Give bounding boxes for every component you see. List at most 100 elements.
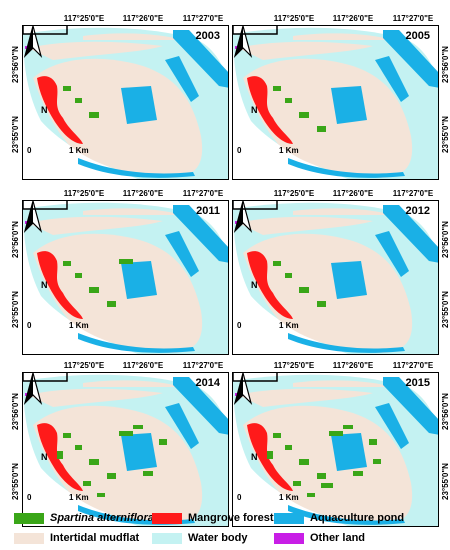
- spartina-patch: [107, 473, 116, 479]
- aquaculture-pond: [331, 433, 367, 471]
- spartina-patch: [75, 445, 82, 450]
- legend-label: Other land: [310, 532, 366, 544]
- spartina-patch: [57, 451, 63, 459]
- spartina-patch: [285, 273, 292, 278]
- legend-item: Other land: [274, 531, 365, 545]
- intertidal-mudflat: [243, 58, 413, 178]
- longitude-label: 117°27'0"E: [182, 361, 224, 370]
- mudflat-strip: [83, 380, 183, 387]
- intertidal-mudflat: [33, 58, 203, 178]
- map-svg: [23, 201, 228, 354]
- map-svg: [233, 26, 438, 179]
- mudflat-north: [238, 388, 373, 407]
- aquaculture-east: [165, 56, 199, 102]
- spartina-patch: [89, 112, 99, 118]
- legend-item: Aquaculture pond: [274, 511, 404, 525]
- longitude-label: 117°25'0"E: [273, 14, 315, 23]
- map-frame: 2014 N 0 1 Km: [22, 372, 229, 527]
- scale-zero: 0: [237, 493, 242, 502]
- scale-km: 1 Km: [69, 321, 89, 330]
- longitude-label: 117°25'0"E: [63, 361, 105, 370]
- legend-swatch: [152, 512, 182, 524]
- latitude-label: 23°55'0"N: [11, 463, 20, 500]
- spartina-patch: [107, 301, 116, 307]
- longitude-label: 117°25'0"E: [63, 14, 105, 23]
- aquaculture-east: [375, 231, 409, 277]
- mangrove-forest: [247, 423, 293, 491]
- latitude-label: 23°56'0"N: [11, 393, 20, 430]
- scale-zero: 0: [237, 321, 242, 330]
- aquaculture-east: [375, 56, 409, 102]
- mangrove-forest: [37, 76, 83, 144]
- map-frame: 2015 N 0 1 Km: [232, 372, 439, 527]
- map-frame: 2005 N 0 1 Km: [232, 25, 439, 180]
- legend-item: Intertidal mudflat: [14, 531, 139, 545]
- north-label: N: [251, 280, 258, 290]
- legend-item: Spartina alterniflora: [14, 511, 154, 525]
- aquaculture-strip: [173, 377, 228, 435]
- spartina-patch: [83, 481, 91, 486]
- longitude-label: 117°27'0"E: [392, 14, 434, 23]
- other-land-patch: [25, 46, 28, 49]
- pond-south: [288, 333, 405, 353]
- map-frame: 2012 N 0 1 Km: [232, 200, 439, 355]
- pond-south: [78, 505, 195, 525]
- map-frame: 2011 N 0 1 Km: [22, 200, 229, 355]
- north-label: N: [41, 280, 48, 290]
- scale-bar: [233, 373, 278, 382]
- north-label: N: [41, 105, 48, 115]
- scale-km: 1 Km: [279, 321, 299, 330]
- scale-zero: 0: [27, 146, 32, 155]
- scale-bar: [23, 26, 68, 35]
- latitude-label: 23°56'0"N: [11, 46, 20, 83]
- scale-km: 1 Km: [279, 493, 299, 502]
- intertidal-mudflat: [243, 405, 413, 525]
- spartina-patch: [307, 493, 315, 497]
- legend: Spartina alterniflora Mangrove forest Aqua…: [14, 511, 444, 549]
- mudflat-strip: [83, 208, 183, 215]
- scale-km: 1 Km: [69, 493, 89, 502]
- spartina-patch: [63, 86, 71, 91]
- spartina-patch: [89, 287, 99, 293]
- spartina-patch: [143, 471, 153, 476]
- spartina-patch: [317, 473, 326, 479]
- mudflat-strip: [293, 208, 393, 215]
- spartina-patch: [133, 425, 143, 429]
- spartina-patch: [299, 459, 309, 465]
- longitude-label: 117°26'0"E: [332, 361, 374, 370]
- mudflat-north: [238, 216, 373, 235]
- spartina-patch: [373, 459, 381, 464]
- legend-swatch: [14, 512, 44, 524]
- map-svg: [23, 373, 228, 526]
- aquaculture-pond: [331, 261, 367, 299]
- latitude-label: 23°55'0"N: [441, 291, 450, 328]
- scale-bar: [233, 201, 278, 210]
- legend-swatch: [274, 532, 304, 544]
- aquaculture-pond: [331, 86, 367, 124]
- legend-item: Water body: [152, 531, 248, 545]
- spartina-patch: [293, 481, 301, 486]
- spartina-patch: [89, 459, 99, 465]
- aquaculture-pond: [121, 433, 157, 471]
- other-land-patch: [235, 221, 238, 224]
- spartina-patch: [343, 425, 353, 429]
- spartina-patch: [267, 451, 273, 459]
- mangrove-forest: [247, 251, 293, 319]
- longitude-label: 117°27'0"E: [392, 361, 434, 370]
- pond-south: [78, 158, 195, 178]
- scale-km: 1 Km: [69, 146, 89, 155]
- latitude-label: 23°56'0"N: [11, 221, 20, 258]
- year-label: 2005: [405, 30, 430, 42]
- map-svg: [23, 26, 228, 179]
- scale-zero: 0: [27, 321, 32, 330]
- spartina-patch: [285, 445, 292, 450]
- spartina-patch: [299, 287, 309, 293]
- spartina-patch: [353, 471, 363, 476]
- other-land-patch: [25, 221, 28, 224]
- mudflat-north: [28, 388, 163, 407]
- intertidal-mudflat: [243, 233, 413, 353]
- legend-label: Mangrove forest: [188, 512, 274, 524]
- aquaculture-east: [165, 231, 199, 277]
- aquaculture-strip: [173, 30, 228, 88]
- latitude-label: 23°56'0"N: [441, 46, 450, 83]
